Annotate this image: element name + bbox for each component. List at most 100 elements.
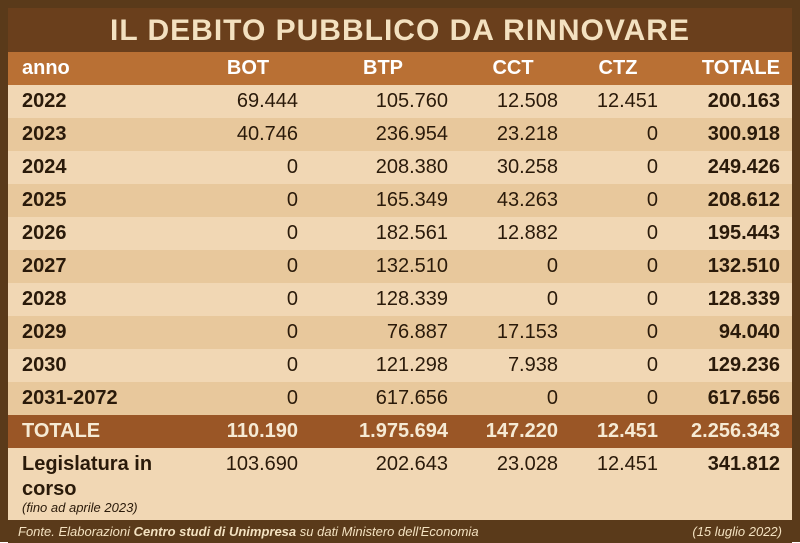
cell-btp: 165.349 — [308, 184, 458, 217]
total-cct: 147.220 — [458, 415, 568, 448]
cell-ctz: 0 — [568, 349, 668, 382]
cell-ctz: 0 — [568, 250, 668, 283]
footer-source: Fonte. Elaborazioni Centro studi di Unim… — [18, 524, 479, 539]
table-row: 20250165.34943.2630208.612 — [8, 184, 792, 217]
table-row: 2031-20720617.65600617.656 — [8, 382, 792, 415]
cell-tot: 132.510 — [668, 250, 792, 283]
total-ctz: 12.451 — [568, 415, 668, 448]
footer-suffix: su dati Ministero dell'Economia — [300, 524, 479, 539]
col-header-ctz: CTZ — [568, 52, 668, 85]
cell-bot: 0 — [188, 250, 308, 283]
cell-anno: 2027 — [8, 250, 188, 283]
cell-cct: 23.218 — [458, 118, 568, 151]
col-header-btp: BTP — [308, 52, 458, 85]
cell-bot: 0 — [188, 151, 308, 184]
cell-bot: 0 — [188, 382, 308, 415]
cell-ctz: 12.451 — [568, 85, 668, 118]
table-row: 20280128.33900128.339 — [8, 283, 792, 316]
cell-tot: 195.443 — [668, 217, 792, 250]
table-row: 202269.444105.76012.50812.451200.163 — [8, 85, 792, 118]
col-header-bot: BOT — [188, 52, 308, 85]
cell-tot: 617.656 — [668, 382, 792, 415]
legis-label-main: Legislatura in corso — [22, 453, 152, 500]
table-row: 20240208.38030.2580249.426 — [8, 151, 792, 184]
table-footer: Fonte. Elaborazioni Centro studi di Unim… — [8, 520, 792, 543]
cell-btp: 208.380 — [308, 151, 458, 184]
cell-cct: 12.508 — [458, 85, 568, 118]
cell-tot: 208.612 — [668, 184, 792, 217]
cell-cct: 17.153 — [458, 316, 568, 349]
cell-ctz: 0 — [568, 151, 668, 184]
cell-btp: 236.954 — [308, 118, 458, 151]
legis-ctz: 12.451 — [568, 448, 668, 520]
legis-btp: 202.643 — [308, 448, 458, 520]
table-header-row: anno BOT BTP CCT CTZ TOTALE — [8, 52, 792, 85]
cell-anno: 2024 — [8, 151, 188, 184]
cell-tot: 200.163 — [668, 85, 792, 118]
total-btp: 1.975.694 — [308, 415, 458, 448]
col-header-totale: TOTALE — [668, 52, 792, 85]
cell-btp: 76.887 — [308, 316, 458, 349]
table-row: 2029076.88717.153094.040 — [8, 316, 792, 349]
cell-anno: 2025 — [8, 184, 188, 217]
table-legis-row: Legislatura in corso (fino ad aprile 202… — [8, 448, 792, 520]
cell-bot: 0 — [188, 217, 308, 250]
cell-ctz: 0 — [568, 118, 668, 151]
legis-tot: 341.812 — [668, 448, 792, 520]
col-header-anno: anno — [8, 52, 188, 85]
legis-cct: 23.028 — [458, 448, 568, 520]
cell-anno: 2022 — [8, 85, 188, 118]
table-row: 20300121.2987.9380129.236 — [8, 349, 792, 382]
cell-ctz: 0 — [568, 217, 668, 250]
cell-cct: 7.938 — [458, 349, 568, 382]
total-bot: 110.190 — [188, 415, 308, 448]
total-tot: 2.256.343 — [668, 415, 792, 448]
table-row: 20270132.51000132.510 — [8, 250, 792, 283]
cell-btp: 128.339 — [308, 283, 458, 316]
footer-strong: Centro studi di Unimpresa — [134, 524, 300, 539]
cell-bot: 0 — [188, 283, 308, 316]
table-row: 202340.746236.95423.2180300.918 — [8, 118, 792, 151]
cell-btp: 121.298 — [308, 349, 458, 382]
cell-anno: 2028 — [8, 283, 188, 316]
cell-cct: 12.882 — [458, 217, 568, 250]
table-frame: IL DEBITO PUBBLICO DA RINNOVARE anno BOT… — [0, 0, 800, 542]
cell-btp: 617.656 — [308, 382, 458, 415]
table-total-row: TOTALE 110.190 1.975.694 147.220 12.451 … — [8, 415, 792, 448]
cell-cct: 0 — [458, 382, 568, 415]
cell-cct: 30.258 — [458, 151, 568, 184]
table-title: IL DEBITO PUBBLICO DA RINNOVARE — [8, 8, 792, 52]
legis-bot: 103.690 — [188, 448, 308, 520]
cell-tot: 129.236 — [668, 349, 792, 382]
footer-date: (15 luglio 2022) — [692, 524, 782, 539]
cell-tot: 300.918 — [668, 118, 792, 151]
cell-ctz: 0 — [568, 316, 668, 349]
cell-anno: 2030 — [8, 349, 188, 382]
footer-prefix: Fonte. Elaborazioni — [18, 524, 134, 539]
cell-cct: 0 — [458, 250, 568, 283]
col-header-cct: CCT — [458, 52, 568, 85]
legis-label: Legislatura in corso (fino ad aprile 202… — [8, 448, 188, 520]
cell-btp: 105.760 — [308, 85, 458, 118]
cell-ctz: 0 — [568, 283, 668, 316]
cell-anno: 2023 — [8, 118, 188, 151]
cell-btp: 132.510 — [308, 250, 458, 283]
cell-ctz: 0 — [568, 382, 668, 415]
cell-tot: 128.339 — [668, 283, 792, 316]
cell-ctz: 0 — [568, 184, 668, 217]
legis-label-sub: (fino ad aprile 2023) — [22, 500, 178, 516]
cell-tot: 94.040 — [668, 316, 792, 349]
cell-bot: 0 — [188, 184, 308, 217]
cell-anno: 2029 — [8, 316, 188, 349]
cell-bot: 69.444 — [188, 85, 308, 118]
cell-anno: 2031-2072 — [8, 382, 188, 415]
cell-bot: 0 — [188, 316, 308, 349]
cell-bot: 40.746 — [188, 118, 308, 151]
cell-cct: 43.263 — [458, 184, 568, 217]
cell-tot: 249.426 — [668, 151, 792, 184]
table-row: 20260182.56112.8820195.443 — [8, 217, 792, 250]
cell-btp: 182.561 — [308, 217, 458, 250]
cell-anno: 2026 — [8, 217, 188, 250]
total-label: TOTALE — [8, 415, 188, 448]
cell-bot: 0 — [188, 349, 308, 382]
